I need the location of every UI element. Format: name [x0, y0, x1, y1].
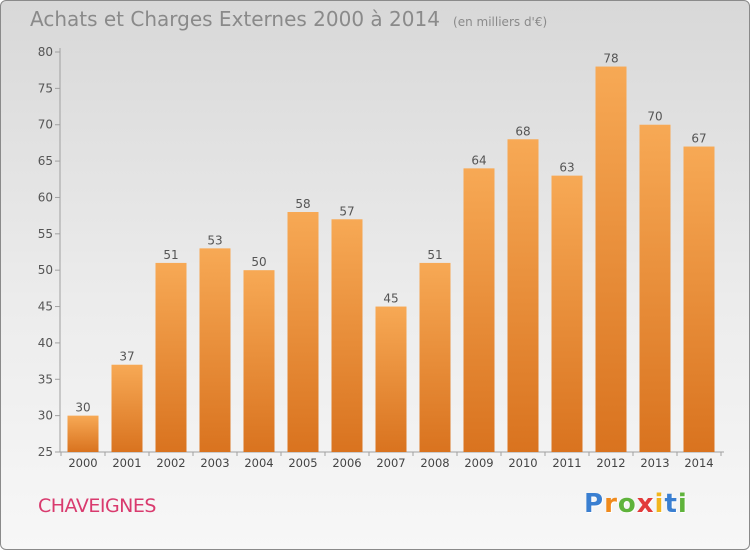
- chart-title: Achats et Charges Externes 2000 à 2014: [30, 7, 440, 31]
- data-label-2007: 45: [383, 292, 398, 306]
- bar-2013: [639, 124, 671, 453]
- data-label-2006: 57: [339, 204, 354, 218]
- x-tick-label: 2014: [684, 456, 713, 470]
- y-tick-label: 40: [38, 336, 53, 350]
- x-tick-label: 2013: [640, 456, 669, 470]
- y-tick-label: 50: [38, 263, 53, 277]
- x-tick-label: 2004: [244, 456, 273, 470]
- bar-2014: [683, 146, 715, 452]
- bar-2001: [111, 364, 143, 452]
- brand-letter: i: [677, 489, 688, 519]
- bar-2012: [595, 66, 627, 452]
- data-label-2008: 51: [427, 248, 442, 262]
- x-tick-label: 2002: [156, 456, 185, 470]
- title-row: Achats et Charges Externes 2000 à 2014 (…: [30, 7, 547, 31]
- data-label-2012: 78: [603, 52, 618, 66]
- data-label-2009: 64: [471, 153, 486, 167]
- data-label-2004: 50: [251, 255, 266, 269]
- x-tick-label: 2009: [464, 456, 493, 470]
- bar-2005: [287, 212, 319, 452]
- y-tick-label: 30: [38, 409, 53, 423]
- x-tick-label: 2007: [376, 456, 405, 470]
- data-label-2000: 30: [75, 401, 90, 415]
- y-tick-label: 35: [38, 372, 53, 386]
- x-tick-label: 2003: [200, 456, 229, 470]
- bar-2010: [507, 139, 539, 453]
- place-name: CHAVEIGNES: [38, 495, 156, 517]
- brand-letter: t: [664, 489, 678, 519]
- x-tick-label: 2010: [508, 456, 537, 470]
- data-label-2013: 70: [647, 110, 662, 124]
- brand-letter: x: [636, 489, 655, 519]
- bar-2008: [419, 262, 451, 452]
- x-tick-label: 2006: [332, 456, 361, 470]
- x-tick-label: 2001: [112, 456, 141, 470]
- brand-letter: i: [654, 489, 665, 519]
- y-tick-label: 70: [38, 118, 53, 132]
- data-label-2014: 67: [691, 132, 706, 146]
- y-tick-label: 80: [38, 45, 53, 59]
- bar-2011: [551, 175, 583, 453]
- brand-letter: r: [604, 489, 618, 519]
- x-tick-label: 2012: [596, 456, 625, 470]
- data-label-2001: 37: [119, 350, 134, 364]
- data-labels: 30 37 51 53 50 58 57 45 51 64 68 63 78 70 67: [75, 52, 706, 415]
- bar-2007: [375, 306, 407, 452]
- y-tick-label: 65: [38, 154, 53, 168]
- bar-2004: [243, 270, 275, 452]
- bar-2000: [67, 415, 99, 452]
- chart-subtitle: (en milliers d'€): [453, 15, 548, 29]
- y-tick-label: 60: [38, 190, 53, 204]
- data-label-2002: 51: [163, 248, 178, 262]
- data-label-2011: 63: [559, 161, 574, 175]
- y-axis: 25 30 35 40 45 50 55 60 65 70 75 80: [38, 45, 61, 459]
- x-tick-label: 2011: [552, 456, 581, 470]
- bar-2002: [155, 262, 187, 452]
- data-label-2005: 58: [295, 197, 310, 211]
- y-tick-label: 75: [38, 81, 53, 95]
- bar-2009: [463, 168, 495, 452]
- brand-letter: o: [617, 489, 637, 519]
- bars: [67, 66, 715, 453]
- x-tick-label: 2005: [288, 456, 317, 470]
- brand-logo: Proxiti: [584, 489, 688, 519]
- y-tick-label: 55: [38, 227, 53, 241]
- data-label-2003: 53: [207, 233, 222, 247]
- y-tick-label: 25: [38, 445, 53, 459]
- x-tick-label: 2000: [68, 456, 97, 470]
- bar-2003: [199, 248, 231, 452]
- x-tick-label: 2008: [420, 456, 449, 470]
- data-label-2010: 68: [515, 124, 530, 138]
- bar-2006: [331, 219, 363, 452]
- x-axis: 2000 2001 2002 2003 2004 2005 2006 2007 2008 2009…: [60, 451, 724, 470]
- brand-letter: P: [584, 489, 605, 519]
- y-tick-label: 45: [38, 300, 53, 314]
